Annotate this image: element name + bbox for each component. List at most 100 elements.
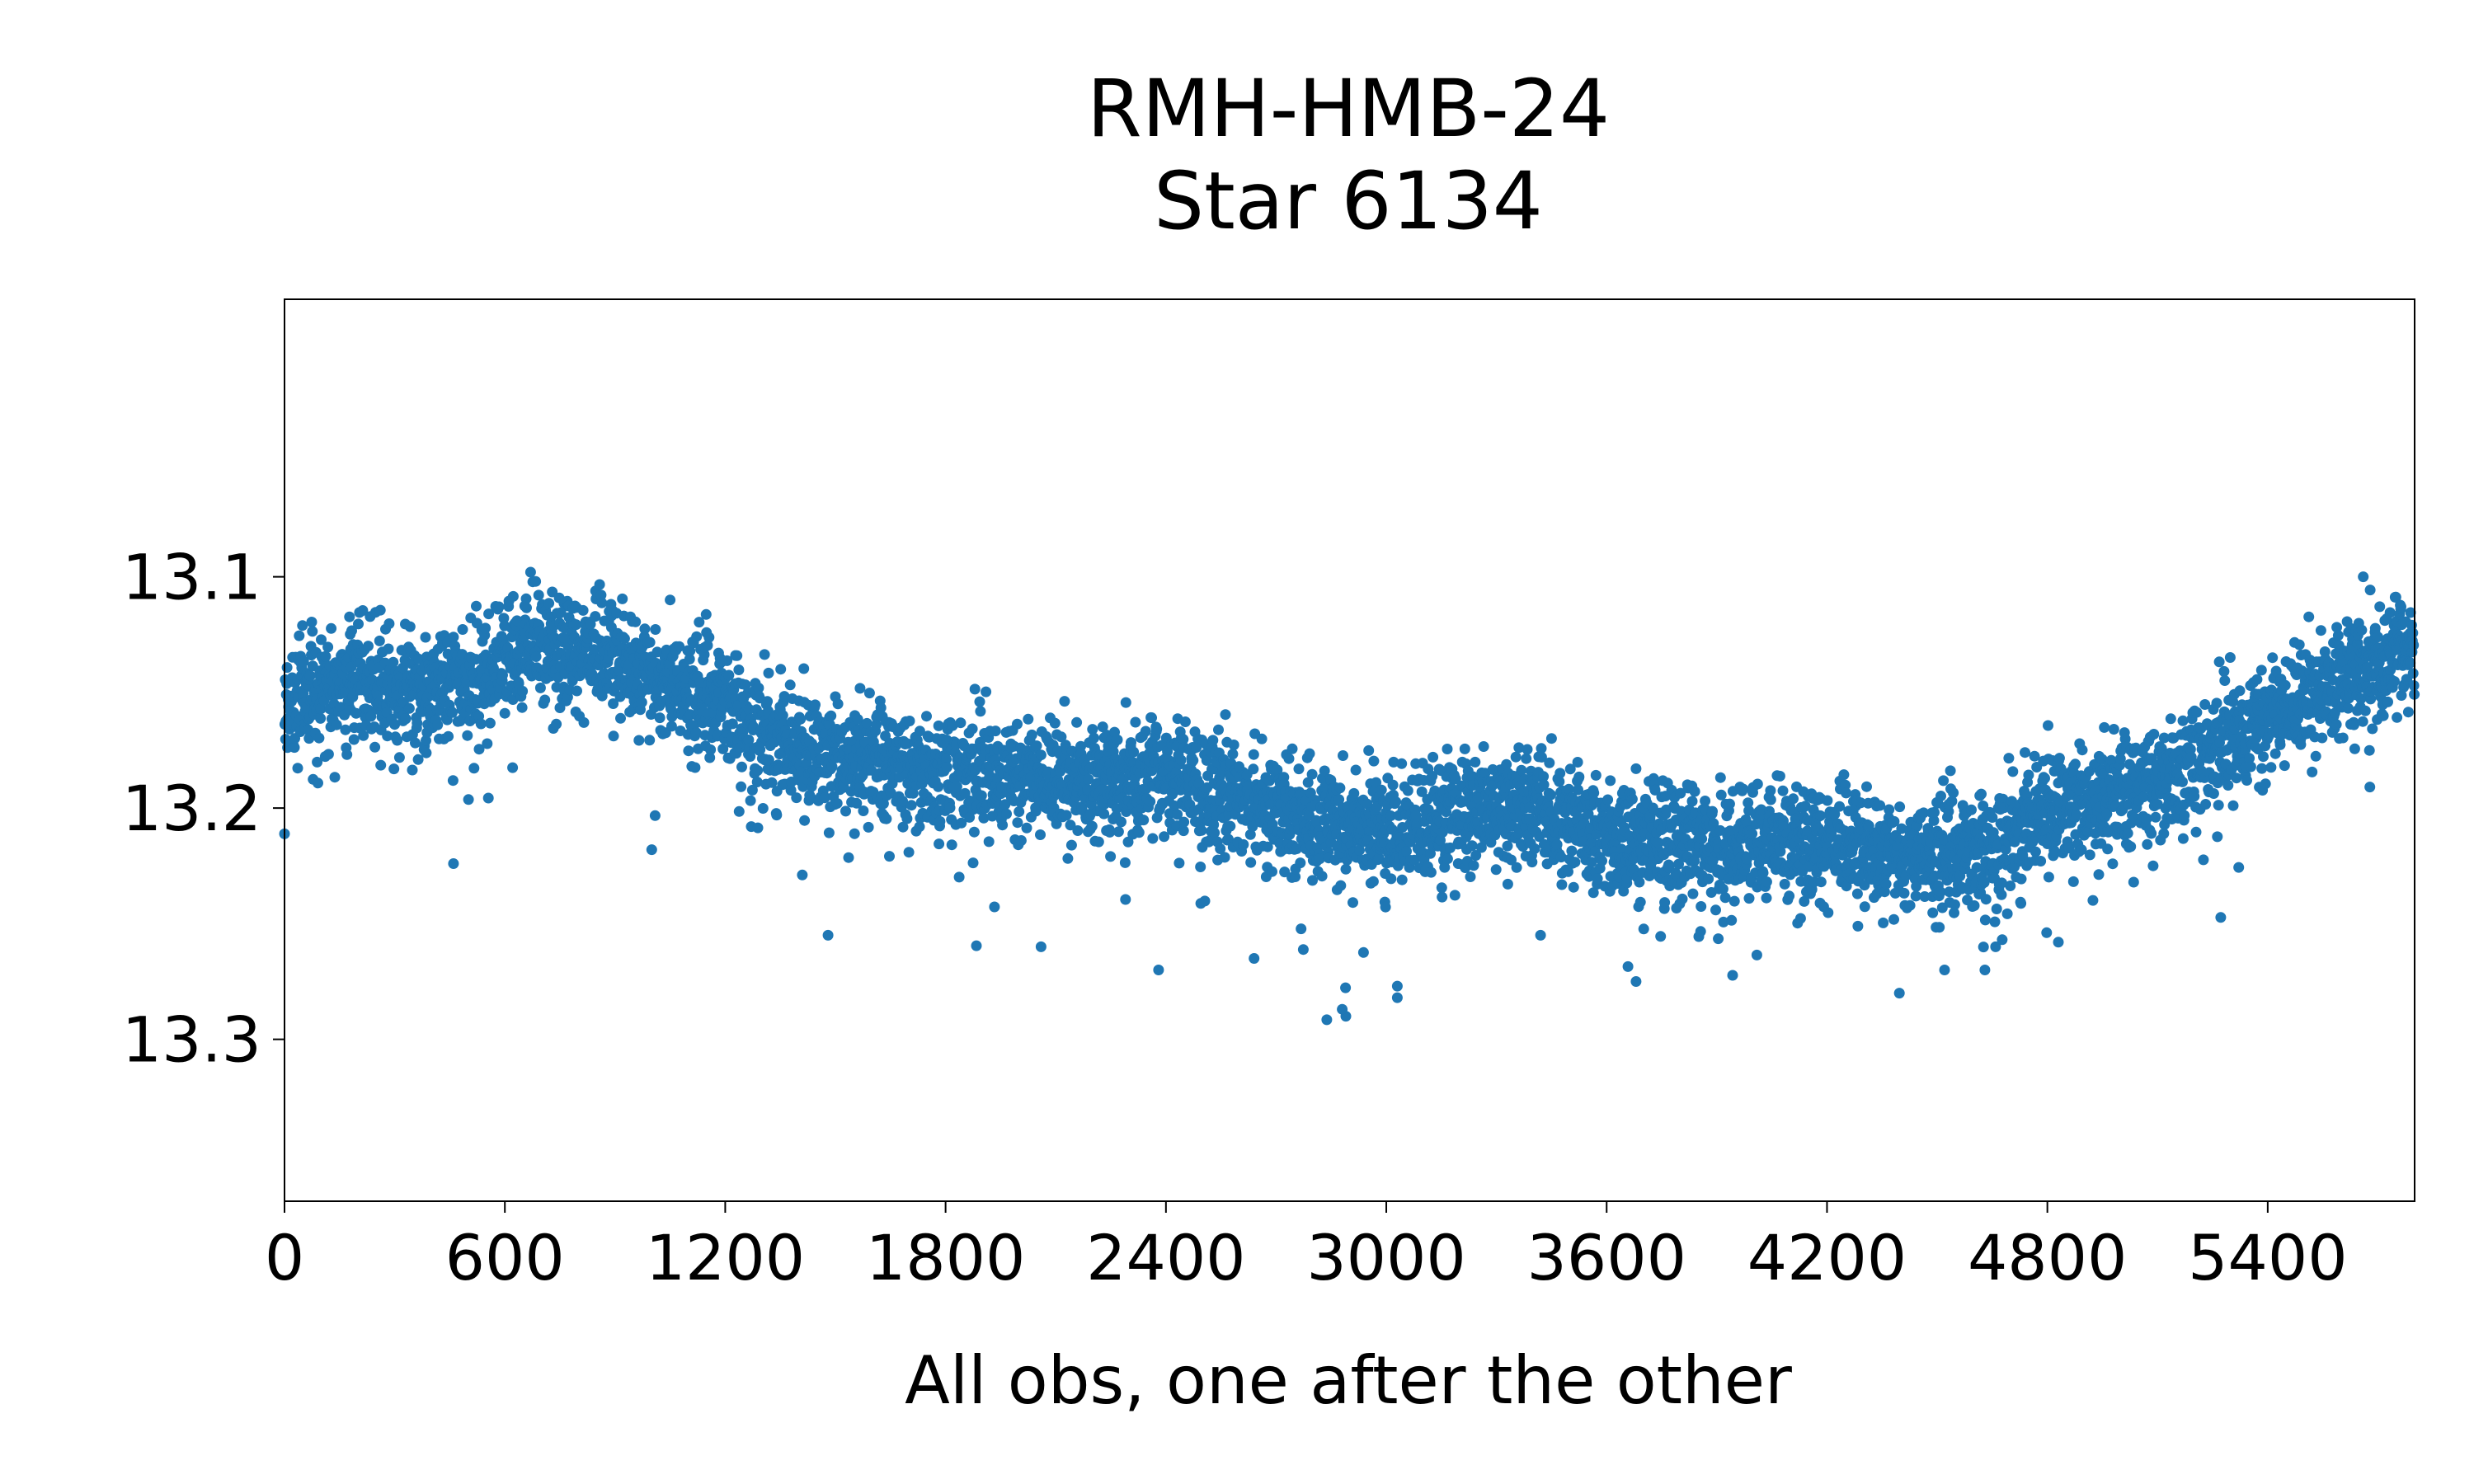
data-point — [1262, 841, 1273, 852]
data-point — [388, 656, 399, 668]
data-point — [1213, 724, 1224, 735]
data-point — [493, 601, 505, 613]
data-point — [921, 711, 932, 722]
data-point — [684, 646, 696, 657]
data-point — [784, 679, 796, 691]
data-point — [1714, 772, 1726, 783]
data-point — [447, 775, 459, 787]
data-point — [1248, 763, 1259, 775]
data-point — [1145, 796, 1156, 807]
data-point — [944, 802, 956, 814]
data-point — [1898, 887, 1910, 899]
data-point — [1586, 857, 1597, 868]
data-point — [1638, 923, 1649, 935]
data-point — [1363, 744, 1375, 756]
data-point — [1968, 900, 1980, 911]
data-point — [703, 632, 715, 643]
data-point — [1296, 923, 1307, 935]
data-point — [1707, 805, 1718, 817]
data-point — [2030, 846, 2041, 857]
data-point — [1065, 839, 1077, 851]
data-point — [1195, 862, 1206, 872]
data-point — [341, 749, 353, 760]
data-point — [723, 669, 735, 681]
data-point — [2043, 720, 2053, 731]
data-point — [1929, 806, 1940, 818]
data-point — [1178, 825, 1189, 837]
data-point — [1362, 798, 1373, 810]
data-point — [704, 752, 716, 763]
data-point — [412, 717, 423, 729]
data-point — [1566, 845, 1578, 857]
data-point — [1729, 895, 1740, 907]
data-point — [1314, 853, 1325, 865]
data-point — [630, 616, 642, 627]
data-point — [482, 792, 494, 804]
data-point — [654, 712, 666, 724]
data-point — [304, 670, 316, 682]
data-point — [594, 579, 605, 590]
data-point — [1751, 949, 1762, 960]
data-point — [400, 713, 412, 725]
data-point — [1815, 876, 1827, 888]
data-point — [1357, 946, 1369, 958]
data-point — [1696, 901, 1707, 912]
data-point — [1128, 746, 1140, 758]
data-point — [1178, 734, 1189, 745]
data-point — [1551, 838, 1563, 850]
data-point — [1105, 851, 1117, 862]
data-point — [394, 671, 406, 683]
data-point — [1949, 899, 1960, 910]
data-point — [1979, 914, 1991, 926]
data-point — [651, 646, 663, 658]
data-point — [585, 618, 596, 630]
data-point — [691, 631, 703, 642]
data-point — [1207, 735, 1219, 746]
data-point — [1012, 817, 1023, 829]
data-point — [1380, 901, 1391, 913]
data-point — [2015, 873, 2027, 885]
data-point — [778, 691, 790, 702]
data-point — [316, 634, 327, 646]
data-point — [1700, 796, 1711, 806]
data-point — [831, 797, 843, 809]
data-point — [1475, 842, 1487, 853]
data-point — [363, 641, 374, 652]
data-point — [1410, 810, 1422, 821]
data-point — [1208, 819, 1220, 830]
data-point — [1659, 897, 1671, 909]
data-point — [1618, 885, 1630, 897]
data-point — [1297, 944, 1309, 956]
data-point — [1388, 756, 1399, 768]
data-point — [432, 719, 444, 730]
data-point — [578, 716, 590, 728]
data-point — [2015, 898, 2027, 909]
data-point — [1279, 866, 1291, 878]
data-point — [1622, 960, 1634, 972]
data-point — [1715, 789, 1727, 801]
data-point — [1938, 775, 1950, 787]
data-point — [1396, 874, 1408, 885]
data-point — [313, 777, 323, 789]
data-point — [1861, 781, 1872, 792]
data-point — [1023, 713, 1034, 725]
data-point — [1307, 875, 1318, 886]
data-point — [1089, 732, 1099, 744]
data-point — [357, 605, 369, 616]
data-point — [468, 763, 480, 774]
data-point — [1605, 775, 1616, 787]
data-point — [1743, 893, 1755, 904]
data-point — [2067, 876, 2079, 887]
data-point — [1573, 784, 1583, 796]
data-point — [1765, 785, 1776, 796]
data-point — [1626, 793, 1638, 805]
data-point — [967, 857, 979, 869]
data-point — [1385, 810, 1396, 821]
data-point — [1966, 804, 1977, 815]
data-point — [1368, 755, 1380, 767]
data-point — [702, 640, 713, 651]
data-point — [1538, 771, 1550, 782]
data-point — [1267, 866, 1277, 877]
data-point — [306, 617, 317, 627]
data-point — [975, 706, 986, 717]
